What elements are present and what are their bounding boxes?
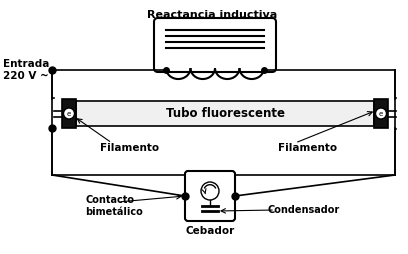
Circle shape [375,108,386,119]
Bar [76,101,374,126]
Text: e: e [379,110,383,117]
Text: Filamento: Filamento [100,143,159,153]
Text: Contacto
bimetálico: Contacto bimetálico [85,195,143,217]
FancyBboxPatch shape [154,18,276,72]
Bar [374,99,388,128]
Text: Entrada
220 V ~: Entrada 220 V ~ [3,59,49,81]
Text: Condensador: Condensador [268,205,340,215]
Text: Cebador: Cebador [185,226,235,236]
Text: Filamento: Filamento [278,143,337,153]
Circle shape [201,182,219,200]
Text: e: e [67,110,71,117]
Bar [62,99,76,128]
Circle shape [64,108,75,119]
Text: Reactancia inductiva: Reactancia inductiva [147,10,277,20]
Text: Tubo fluorescente: Tubo fluorescente [166,107,284,120]
FancyBboxPatch shape [185,171,235,221]
